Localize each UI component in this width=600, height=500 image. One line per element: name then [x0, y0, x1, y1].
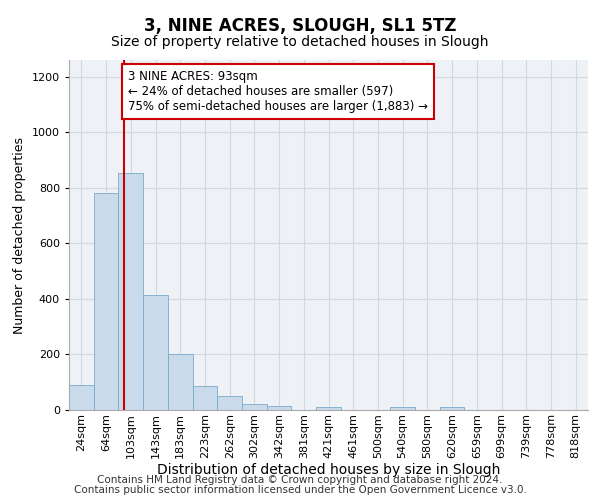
- Text: Size of property relative to detached houses in Slough: Size of property relative to detached ho…: [111, 35, 489, 49]
- Bar: [168, 354, 193, 410]
- Bar: [242, 404, 267, 410]
- X-axis label: Distribution of detached houses by size in Slough: Distribution of detached houses by size …: [157, 464, 500, 477]
- Bar: [390, 407, 415, 410]
- Bar: [316, 406, 341, 410]
- Bar: [440, 407, 464, 410]
- Bar: [267, 406, 292, 410]
- Text: 3 NINE ACRES: 93sqm
← 24% of detached houses are smaller (597)
75% of semi-detac: 3 NINE ACRES: 93sqm ← 24% of detached ho…: [128, 70, 428, 112]
- Text: Contains public sector information licensed under the Open Government Licence v3: Contains public sector information licen…: [74, 485, 526, 495]
- Bar: [118, 172, 143, 410]
- Bar: [143, 294, 168, 410]
- Bar: [69, 385, 94, 410]
- Bar: [94, 194, 118, 410]
- Bar: [217, 396, 242, 410]
- Text: Contains HM Land Registry data © Crown copyright and database right 2024.: Contains HM Land Registry data © Crown c…: [97, 475, 503, 485]
- Y-axis label: Number of detached properties: Number of detached properties: [13, 136, 26, 334]
- Text: 3, NINE ACRES, SLOUGH, SL1 5TZ: 3, NINE ACRES, SLOUGH, SL1 5TZ: [144, 18, 456, 36]
- Bar: [193, 386, 217, 410]
